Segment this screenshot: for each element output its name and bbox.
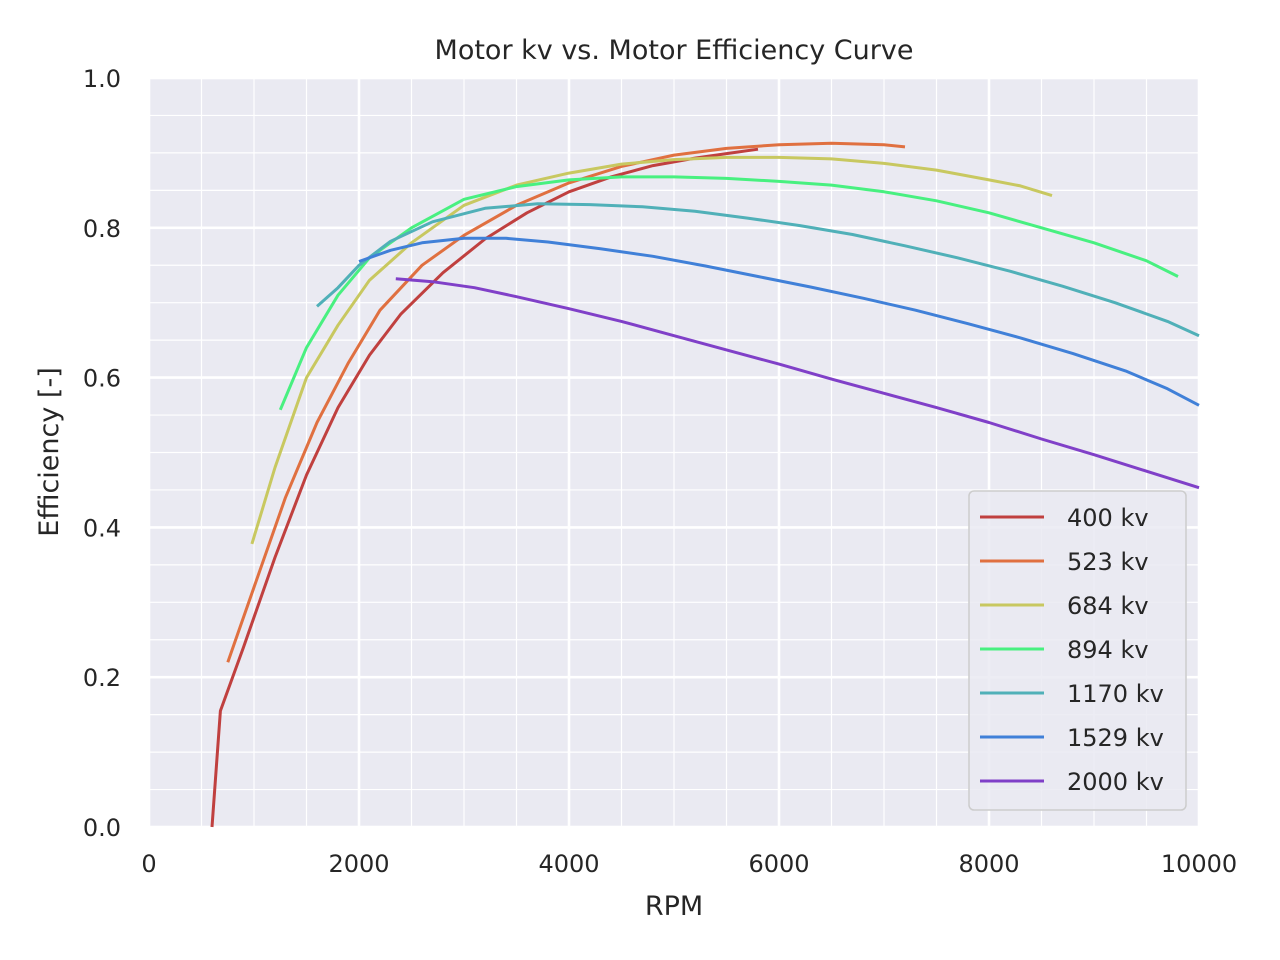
legend-label: 1529 kv [1067, 724, 1164, 752]
y-tick-label: 0.6 [83, 365, 121, 393]
series-line-2000-kv [395, 277, 1200, 490]
series-line-684-kv [250, 155, 1053, 545]
y-tick-labels: 0.0 0.2 0.4 0.6 0.8 1.0 [83, 65, 121, 842]
legend: 400 kv 523 kv 684 kv 894 kv 1170 kv 1529 kv 20… [968, 490, 1187, 811]
legend-label: 523 kv [1067, 548, 1149, 576]
y-axis-label: Efficiency [-] [34, 367, 65, 536]
series-lines [210, 141, 1200, 828]
x-tick-label: 8000 [958, 850, 1019, 878]
series-line-400-kv [210, 147, 759, 828]
x-axis-label: RPM [645, 891, 703, 922]
legend-label: 684 kv [1067, 592, 1149, 620]
x-tick-label: 4000 [538, 850, 599, 878]
x-tick-label: 0 [141, 850, 156, 878]
legend-label: 2000 kv [1067, 768, 1164, 796]
legend-box [968, 490, 1187, 811]
legend-label: 400 kv [1067, 504, 1149, 532]
series-line-1529-kv [358, 236, 1200, 407]
major-grid [147, 76, 1201, 829]
x-tick-label: 6000 [748, 850, 809, 878]
legend-label: 894 kv [1067, 636, 1149, 664]
x-tick-labels: 0 2000 4000 6000 8000 10000 [141, 850, 1237, 878]
chart-title: Motor kv vs. Motor Efficiency Curve [435, 35, 914, 66]
legend-label: 1170 kv [1067, 680, 1164, 708]
series-line-1170-kv [316, 202, 1200, 338]
x-tick-label: 2000 [328, 850, 389, 878]
y-tick-label: 0.0 [83, 814, 121, 842]
y-tick-label: 0.2 [83, 664, 121, 692]
x-tick-label: 10000 [1161, 850, 1237, 878]
y-tick-label: 1.0 [83, 65, 121, 93]
y-tick-label: 0.8 [83, 215, 121, 243]
y-tick-label: 0.4 [83, 514, 121, 542]
